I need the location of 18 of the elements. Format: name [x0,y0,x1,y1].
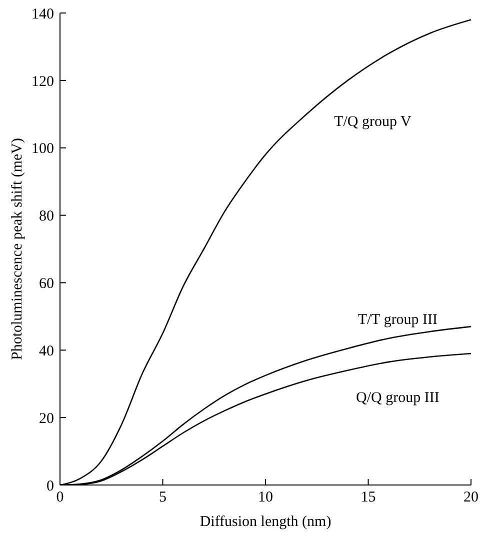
y-tick-label: 80 [39,208,54,225]
series-label: T/T group III [358,312,438,328]
y-tick-label: 20 [39,410,54,427]
y-tick-label: 0 [46,478,54,494]
y-axis-title: Photoluminescence peak shift (meV) [9,138,26,360]
y-tick-label: 40 [39,343,54,360]
y-tick-label: 60 [39,276,54,292]
y-tick-label: 120 [32,74,54,90]
x-axis-title: Diffusion length (nm) [200,514,332,530]
series-label: Q/Q group III [356,390,440,406]
y-tick-label: 140 [32,6,54,22]
x-tick-label: 15 [360,490,376,506]
series-label: T/Q group V [334,114,412,130]
x-tick-label: 20 [464,490,478,506]
x-tick-label: 0 [56,490,64,506]
x-tick-label: 10 [258,490,273,506]
y-tick-label: 100 [32,141,54,158]
x-tick-label: 5 [159,490,166,506]
